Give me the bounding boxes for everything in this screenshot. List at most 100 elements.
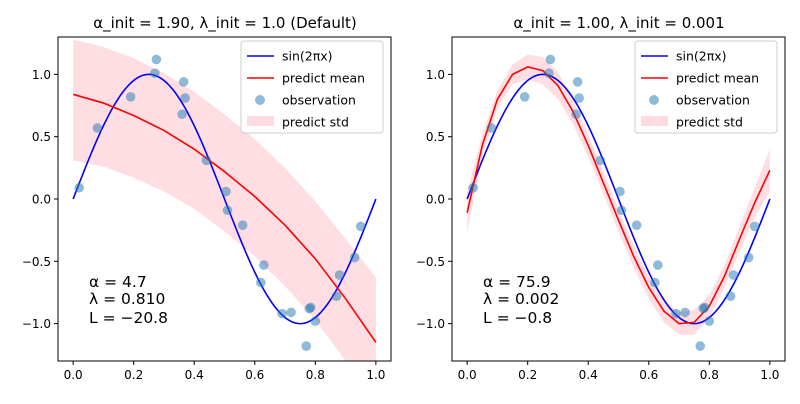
left-legend-box [240, 40, 384, 134]
right-observation-point [704, 316, 715, 326]
right-observation-point [725, 291, 736, 302]
right-observation-point [486, 123, 497, 133]
right-annotation-alpha: α = 75.9 [483, 273, 551, 291]
left-observation-point [222, 205, 233, 216]
right-panel: α_init = 1.00, λ_init = 0.001 0.0 0.2 0.4 0… [416, 14, 786, 382]
right-legend-std-swatch [641, 116, 668, 126]
left-observation-point [125, 92, 136, 102]
right-y-tick-label: 0.0 [426, 193, 445, 207]
right-observation-point [728, 270, 739, 280]
right-observation-point [544, 68, 554, 78]
right-title: α_init = 1.00, λ_init = 0.001 [513, 14, 724, 33]
left-observation-point [331, 291, 342, 302]
right-observation-point [749, 221, 760, 232]
left-panel: α_init = 1.90, λ_init = 1.0 (Default) 0.… [22, 14, 392, 382]
right-observation-point [695, 341, 706, 351]
right-observation-point [671, 308, 681, 319]
right-observation-point [572, 77, 583, 87]
left-legend-observation-swatch [255, 95, 265, 105]
left-x-tick-label: 0.0 [64, 368, 83, 382]
left-annotation-alpha: α = 4.7 [89, 273, 147, 291]
left-observation-point [259, 260, 269, 270]
left-observation-point [334, 270, 345, 280]
left-legend-observation-label: observation [282, 93, 356, 108]
left-x-tick-label: 0.2 [124, 368, 143, 382]
left-mean-curve [72, 93, 377, 343]
left-observation-point [301, 341, 312, 351]
right-observation-point [699, 302, 710, 313]
left-x-tick-label: 0.8 [306, 368, 325, 382]
left-observation-point [177, 109, 187, 120]
left-observation-point [305, 302, 316, 313]
left-observation-point [310, 316, 321, 326]
left-title: α_init = 1.90, λ_init = 1.0 (Default) [93, 14, 357, 33]
left-observation-point [355, 221, 366, 232]
right-legend: sin(2πx) predict mean observation predic… [634, 40, 778, 134]
right-y-tick-label: −0.5 [416, 255, 445, 269]
left-x-tick-label: 0.4 [185, 368, 204, 382]
left-x-tick-label: 0.6 [245, 368, 264, 382]
left-y-tick-label: 1.0 [32, 68, 51, 82]
right-y-tick-label: −1.0 [416, 317, 445, 331]
left-observation-point [349, 252, 360, 263]
right-observation-point [653, 260, 663, 270]
right-legend-mean-label: predict mean [676, 71, 759, 86]
left-observation-point [221, 186, 231, 197]
left-observation-point [237, 220, 248, 230]
right-observation-point [743, 252, 754, 263]
left-observation-point [151, 54, 162, 65]
right-true-curve [466, 73, 771, 325]
left-observation-point [256, 277, 266, 288]
left-observation-point [201, 155, 212, 166]
right-x-tick-label: 0.4 [579, 368, 598, 382]
right-observation-point [680, 307, 690, 318]
right-observation-point [615, 186, 625, 197]
left-legend: sin(2πx) predict mean observation predic… [240, 40, 384, 134]
right-observation-point [595, 155, 606, 166]
right-legend-observation-swatch [649, 95, 659, 105]
left-y-tick-label: 0.0 [32, 193, 51, 207]
right-legend-true-label: sin(2πx) [676, 49, 727, 64]
left-plot-area: 0.0 0.2 0.4 0.6 0.8 1.0 −1.0 −0.5 0.0 0.5 1.0 [22, 36, 392, 382]
right-observation-point [616, 205, 627, 216]
left-observation-point [277, 308, 287, 319]
left-legend-true-label: sin(2πx) [282, 49, 333, 64]
left-legend-std-label: predict std [282, 115, 349, 130]
right-annotation-likelihood: L = −0.8 [483, 309, 552, 327]
right-observation-point [519, 92, 530, 102]
right-plot-area: 0.0 0.2 0.4 0.6 0.8 1.0 −1.0 −0.5 0.0 0.5 1.0 [416, 36, 786, 382]
left-observation-point [150, 68, 160, 78]
right-annotation-lambda: λ = 0.002 [483, 290, 559, 308]
right-x-tick-label: 1.0 [760, 368, 779, 382]
right-x-tick-label: 0.8 [700, 368, 719, 382]
left-annotation-likelihood: L = −20.8 [89, 309, 168, 327]
right-x-tick-label: 0.6 [639, 368, 658, 382]
right-y-tick-label: 1.0 [426, 68, 445, 82]
left-legend-mean-label: predict mean [282, 71, 365, 86]
left-y-tick-label: −1.0 [22, 317, 51, 331]
left-observation-point [286, 307, 296, 318]
left-observation-point [74, 182, 84, 193]
right-observation-point [574, 93, 584, 103]
right-legend-box [634, 40, 778, 134]
right-x-tick-label: 0.2 [518, 368, 537, 382]
right-mean-curve [466, 66, 771, 325]
right-observation-point [545, 54, 556, 65]
left-y-tick-label: −0.5 [22, 255, 51, 269]
right-x-tick-label: 0.0 [458, 368, 477, 382]
right-observation-point [650, 277, 660, 288]
right-legend-std-label: predict std [676, 115, 743, 130]
right-legend-observation-label: observation [676, 93, 750, 108]
right-y-tick-label: 0.5 [426, 130, 445, 144]
left-true-curve [72, 73, 377, 325]
left-y-tick-label: 0.5 [32, 130, 51, 144]
left-legend-std-swatch [247, 116, 274, 126]
left-annotation-lambda: λ = 0.810 [89, 290, 165, 308]
left-x-tick-label: 1.0 [366, 368, 385, 382]
right-observation-point [631, 220, 642, 230]
right-observation-point [571, 109, 581, 120]
left-observation-point [180, 93, 190, 103]
left-observation-point [92, 123, 103, 133]
right-observation-point [468, 182, 478, 193]
